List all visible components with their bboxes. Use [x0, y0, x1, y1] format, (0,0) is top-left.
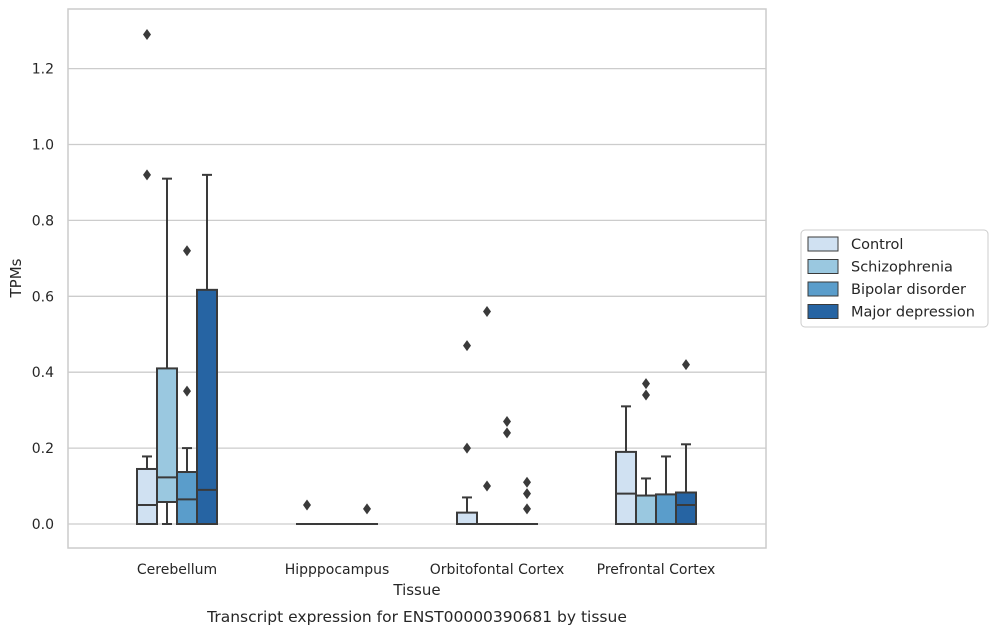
legend-label: Bipolar disorder [851, 282, 966, 298]
legend-label: Schizophrenia [851, 260, 953, 276]
legend-swatch [807, 259, 839, 274]
legend: Control Schizophrenia Bipolar disorder Majo… [800, 229, 989, 328]
box-body [655, 493, 677, 525]
box-outlier [503, 416, 511, 428]
box-outlier [523, 503, 531, 515]
chart-caption: Transcript expression for ENST0000039068… [206, 608, 627, 626]
plot-area-frame [67, 8, 767, 549]
box-outlier [483, 480, 491, 492]
box-outlier [682, 359, 690, 371]
legend-frame [800, 229, 989, 328]
box-outlier [523, 488, 531, 500]
y-tick-label: 0.4 [32, 365, 54, 381]
x-tick-label: Prefrontal Cortex [597, 562, 716, 578]
box-body [456, 511, 478, 525]
x-tick-label: Orbitofontal Cortex [430, 562, 565, 578]
x-axis-ticks: Cerebellum Hipppocampus Orbitofontal Corte… [137, 562, 715, 578]
y-axis-label: TPMs [7, 258, 25, 298]
box-outlier [143, 169, 151, 181]
box-outlier [183, 385, 191, 397]
box-body [136, 467, 158, 526]
legend-swatch [807, 304, 839, 319]
box-outlier [463, 442, 471, 454]
box-outlier [642, 389, 650, 401]
box-outlier [143, 28, 151, 40]
box-outlier [523, 476, 531, 488]
box-outlier [183, 245, 191, 257]
box-body [176, 471, 198, 526]
legend-label: Control [851, 237, 903, 253]
legend-label: Major depression [851, 305, 975, 321]
box-outlier [303, 499, 311, 511]
box-body [675, 491, 697, 525]
box-outlier [463, 340, 471, 352]
legend-swatch [807, 236, 839, 252]
box-outlier [363, 503, 371, 515]
x-tick-label: Hipppocampus [285, 562, 390, 578]
box-outlier [642, 378, 650, 390]
y-tick-label: 0.2 [32, 441, 54, 457]
series-bipolar-disorder [176, 245, 677, 526]
y-tick-label: 0.0 [32, 517, 54, 533]
box-body [635, 494, 657, 526]
box-body [196, 288, 218, 526]
y-tick-label: 1.2 [32, 62, 54, 78]
y-tick-label: 0.6 [32, 289, 54, 305]
legend-swatch [807, 281, 839, 297]
x-tick-label: Cerebellum [137, 562, 217, 578]
box-series [136, 28, 697, 526]
y-tick-label: 0.8 [32, 213, 54, 229]
series-schizophrenia [156, 177, 657, 526]
box-body [156, 367, 178, 503]
series-major-depression [196, 173, 697, 526]
y-tick-label: 1.0 [32, 138, 54, 154]
box-body [615, 450, 637, 525]
box-outlier [503, 427, 511, 439]
box-outlier [483, 305, 491, 317]
y-axis-ticks: 0.0 0.2 0.4 0.6 0.8 1.0 1.2 [32, 62, 54, 533]
x-axis-label: Tissue [392, 581, 440, 599]
